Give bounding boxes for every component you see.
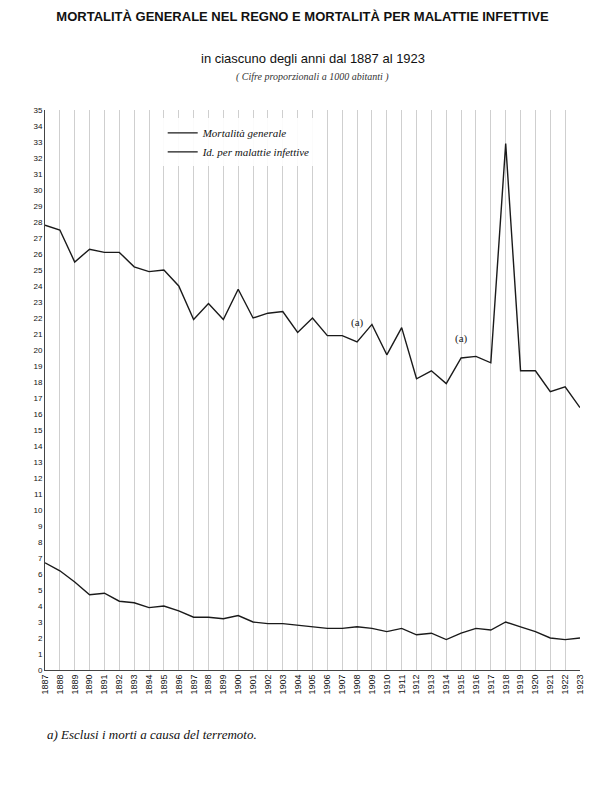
svg-text:1906: 1906 xyxy=(322,675,332,695)
svg-text:1915: 1915 xyxy=(456,675,466,695)
svg-text:28: 28 xyxy=(33,218,42,227)
svg-text:1912: 1912 xyxy=(411,675,421,695)
svg-text:1920: 1920 xyxy=(530,675,540,695)
svg-text:1895: 1895 xyxy=(159,675,169,695)
svg-text:22: 22 xyxy=(33,314,42,323)
svg-text:1899: 1899 xyxy=(218,675,228,695)
svg-text:1916: 1916 xyxy=(471,675,481,695)
svg-text:5: 5 xyxy=(38,586,43,595)
svg-text:1901: 1901 xyxy=(248,675,258,695)
svg-text:1911: 1911 xyxy=(397,675,407,694)
svg-text:25: 25 xyxy=(33,266,42,275)
svg-text:1907: 1907 xyxy=(337,675,347,695)
svg-text:6: 6 xyxy=(38,570,43,579)
svg-text:1903: 1903 xyxy=(278,675,288,695)
svg-text:19: 19 xyxy=(33,362,42,371)
svg-text:1909: 1909 xyxy=(367,675,377,695)
svg-text:1892: 1892 xyxy=(114,675,124,695)
svg-text:1905: 1905 xyxy=(307,675,317,695)
svg-text:1914: 1914 xyxy=(441,675,451,695)
svg-text:18: 18 xyxy=(33,378,42,387)
svg-text:24: 24 xyxy=(33,282,42,291)
svg-text:1917: 1917 xyxy=(486,675,496,695)
svg-text:31: 31 xyxy=(33,170,42,179)
svg-text:MORTALITÀ GENERALE NEL REGNO E: MORTALITÀ GENERALE NEL REGNO E MORTALITÀ… xyxy=(56,9,549,24)
svg-text:a) Esclusi i morti a causa del: a) Esclusi i morti a causa del terremoto… xyxy=(47,727,257,742)
svg-text:32: 32 xyxy=(33,154,42,163)
svg-text:4: 4 xyxy=(38,602,43,611)
svg-text:1922: 1922 xyxy=(560,675,570,695)
svg-text:1889: 1889 xyxy=(70,675,80,695)
svg-text:1913: 1913 xyxy=(426,675,436,695)
svg-text:11: 11 xyxy=(34,490,43,499)
svg-text:12: 12 xyxy=(33,474,42,483)
svg-text:10: 10 xyxy=(33,506,42,515)
svg-text:13: 13 xyxy=(33,458,42,467)
svg-text:30: 30 xyxy=(33,186,42,195)
svg-text:1893: 1893 xyxy=(129,675,139,695)
svg-text:1900: 1900 xyxy=(233,675,243,695)
svg-text:20: 20 xyxy=(33,346,42,355)
svg-text:34: 34 xyxy=(33,122,42,131)
svg-text:1921: 1921 xyxy=(545,675,555,695)
svg-text:1890: 1890 xyxy=(85,675,95,695)
svg-text:7: 7 xyxy=(38,554,43,563)
svg-text:9: 9 xyxy=(38,522,43,531)
svg-text:1: 1 xyxy=(38,650,43,659)
svg-text:17: 17 xyxy=(33,394,42,403)
svg-text:1918: 1918 xyxy=(501,675,511,695)
svg-text:Id. per malattie infettive: Id. per malattie infettive xyxy=(202,146,309,158)
svg-text:(a): (a) xyxy=(351,316,364,329)
svg-text:1888: 1888 xyxy=(55,675,65,695)
svg-text:33: 33 xyxy=(33,138,42,147)
svg-text:1904: 1904 xyxy=(293,675,303,695)
svg-text:1896: 1896 xyxy=(174,675,184,695)
svg-text:2: 2 xyxy=(38,634,43,643)
svg-text:1887: 1887 xyxy=(40,675,50,695)
svg-text:21: 21 xyxy=(33,330,42,339)
svg-text:27: 27 xyxy=(33,234,42,243)
svg-text:29: 29 xyxy=(33,202,42,211)
svg-text:14: 14 xyxy=(33,442,42,451)
svg-text:16: 16 xyxy=(33,410,42,419)
svg-text:0: 0 xyxy=(38,666,43,675)
svg-text:1919: 1919 xyxy=(515,675,525,695)
svg-text:1891: 1891 xyxy=(99,675,109,695)
svg-text:Mortalità generale: Mortalità generale xyxy=(202,127,287,139)
svg-text:15: 15 xyxy=(33,426,42,435)
svg-text:35: 35 xyxy=(33,106,42,115)
svg-text:1897: 1897 xyxy=(189,675,199,695)
svg-text:in ciascuno degli anni dal 188: in ciascuno degli anni dal 1887 al 1923 xyxy=(201,51,425,66)
svg-text:26: 26 xyxy=(33,250,42,259)
svg-text:1923: 1923 xyxy=(575,675,585,695)
svg-text:( Cifre proporzionali a 1000 a: ( Cifre proporzionali a 1000 abitanti ) xyxy=(236,71,389,83)
svg-text:23: 23 xyxy=(33,298,42,307)
svg-text:8: 8 xyxy=(38,538,43,547)
svg-text:3: 3 xyxy=(38,618,43,627)
svg-text:1910: 1910 xyxy=(382,675,392,695)
svg-text:(a): (a) xyxy=(455,332,468,345)
svg-text:1908: 1908 xyxy=(352,675,362,695)
svg-text:1898: 1898 xyxy=(203,675,213,695)
svg-text:1902: 1902 xyxy=(263,675,273,695)
svg-text:1894: 1894 xyxy=(144,675,154,695)
